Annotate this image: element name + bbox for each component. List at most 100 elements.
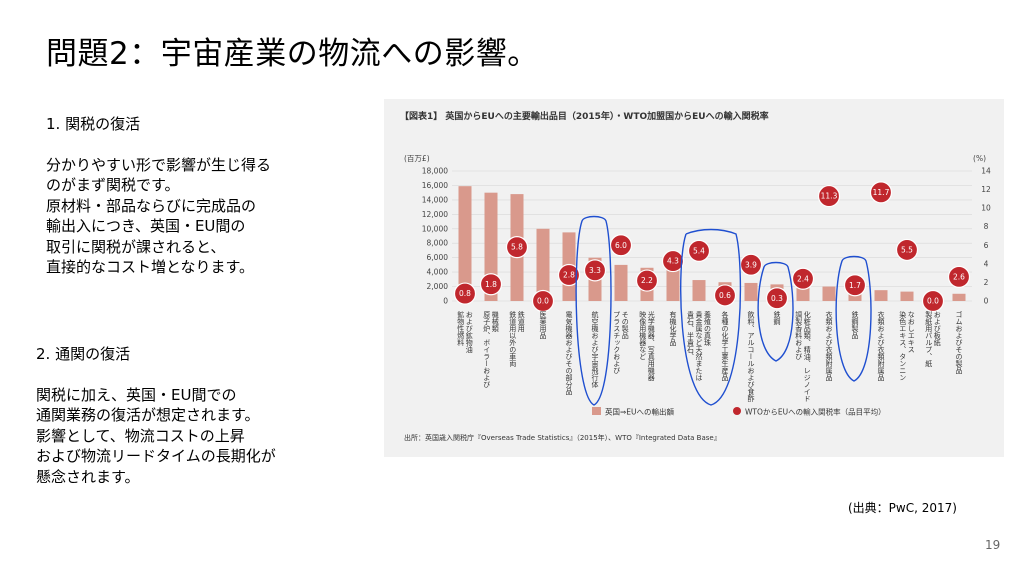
tariff-label: 2.4 xyxy=(797,274,809,283)
right-axis-unit: (%) xyxy=(973,154,986,163)
category-label: 養殖の真珠 xyxy=(704,310,712,347)
tariff-dot xyxy=(479,273,503,296)
category-label: 飲料、アルコールおよび食酢 xyxy=(747,310,755,403)
annotation-loop-steel-products xyxy=(835,255,872,382)
tariff-label: 11.7 xyxy=(873,188,890,197)
section-tariff-line: 分かりやすい形で影響が生じ得る xyxy=(46,155,272,174)
section-customs-line: 懸念されます。 xyxy=(36,467,140,486)
tariff-dot xyxy=(791,267,815,290)
tariff-label: 5.5 xyxy=(901,246,913,255)
category-label: 光学機器、写真用機器 xyxy=(647,310,655,382)
category-label: ゴムおよびその製品 xyxy=(955,310,963,375)
category-label: 貴石、半貴石、 xyxy=(687,310,695,360)
tariff-dot xyxy=(739,253,763,276)
tariff-dot xyxy=(869,181,893,204)
tariff-label: 0.0 xyxy=(927,297,939,306)
tariff-dot xyxy=(765,287,789,310)
left-tick-label: 10,000 xyxy=(422,224,448,233)
left-tick-label: 0 xyxy=(443,297,448,306)
tariff-dot xyxy=(687,239,711,262)
category-label: 電気機器およびその部分品 xyxy=(565,311,573,396)
category-label: 鉄鋼製品 xyxy=(851,310,859,340)
export-bar xyxy=(952,293,966,301)
tariff-dot xyxy=(921,289,945,313)
category-label: その製品 xyxy=(621,311,629,340)
right-tick-label: 8 xyxy=(984,222,989,231)
export-bar xyxy=(874,290,888,301)
chart-note: 出所：英国歳入関税庁『Overseas Trade Statistics』（20… xyxy=(404,433,721,442)
section-customs: 2. 通関の復活 関税に加え、英国・EU間での 通関業務の復活が想定されます。 … xyxy=(36,344,276,487)
section-tariff-line: 取引に関税が課されると、 xyxy=(46,237,226,256)
tariff-label: 3.9 xyxy=(745,260,757,269)
export-bar xyxy=(822,286,836,301)
right-tick-label: 10 xyxy=(981,204,991,213)
tariff-label: 0.0 xyxy=(537,297,549,306)
tariff-dot xyxy=(531,289,555,313)
category-label: 有機化学品 xyxy=(669,310,677,347)
tariff-dot xyxy=(453,282,477,305)
right-tick-label: 6 xyxy=(984,241,989,250)
left-tick-label: 18,000 xyxy=(422,167,448,176)
slide-title: 問題2：宇宙産業の物流への影響。 xyxy=(46,36,539,72)
right-tick-label: 12 xyxy=(981,185,991,194)
tariff-dot xyxy=(843,274,867,297)
export-bar xyxy=(692,280,706,301)
category-label: および鉱物油 xyxy=(465,311,473,354)
export-bar xyxy=(536,228,550,301)
tariff-dot xyxy=(635,269,659,292)
legend-dot-label: WTOからEUへの輸入関税率（品目平均） xyxy=(745,407,886,417)
source-citation: (出典：PwC, 2017) xyxy=(848,501,957,515)
tariff-dot xyxy=(947,265,971,288)
tariff-label: 2.6 xyxy=(953,272,965,281)
tariff-label: 11.3 xyxy=(821,192,838,201)
section-tariff-line: 直接的なコスト増となります。 xyxy=(46,258,255,276)
right-tick-label: 2 xyxy=(984,278,989,287)
tariff-label: 5.8 xyxy=(511,243,523,252)
section-tariff: 1. 関税の復活 分かりやすい形で影響が生じ得る のがまず関税です。 原材料・部… xyxy=(46,114,271,278)
category-label: なおしエキス xyxy=(907,311,915,353)
category-label: 航空機および宇宙飛行体 xyxy=(591,310,599,389)
tariff-label: 4.3 xyxy=(667,257,679,266)
left-axis-unit: (百万£) xyxy=(404,154,430,163)
section-customs-line: 関税に加え、英国・EU間での xyxy=(36,385,237,404)
page-number: 19 xyxy=(985,538,1001,552)
legend-bar-label: 英国⇒EUへの輸出額 xyxy=(605,407,675,417)
category-label: 鉄道用以外の車両 xyxy=(509,310,517,368)
category-label: 染色エキス、タンニン xyxy=(899,310,907,381)
tariff-label: 1.8 xyxy=(485,280,497,289)
tariff-dot xyxy=(557,263,581,287)
category-label: プラスチックおよび xyxy=(613,311,621,374)
category-label: 調製香料および xyxy=(795,310,803,360)
left-tick-label: 14,000 xyxy=(422,195,448,204)
export-bar xyxy=(900,291,914,301)
left-tick-label: 4,000 xyxy=(427,268,449,277)
annotation-loop-steel xyxy=(757,261,794,362)
left-tick-label: 16,000 xyxy=(422,181,448,190)
annotation-loop-gems-chemicals xyxy=(680,228,742,406)
category-label: 衣類および衣類附属品 xyxy=(877,310,885,382)
section-tariff-line: 輸出入につき、英国・EU間の xyxy=(46,217,246,235)
tariff-label: 0.8 xyxy=(459,289,471,298)
category-label: 鉱物性燃料 xyxy=(457,310,465,347)
left-tick-label: 8,000 xyxy=(427,239,449,248)
section-tariff-line: 原材料・部品ならびに完成品の xyxy=(46,196,257,215)
export-bar xyxy=(614,264,628,301)
export-bar xyxy=(744,282,758,301)
category-label: 映像用機器など xyxy=(639,310,647,360)
export-bar xyxy=(666,269,680,301)
tariff-dot xyxy=(661,249,685,273)
category-label: 衣類および衣類附属品 xyxy=(825,310,833,382)
category-label: 製紙用パルプ、紙 xyxy=(925,310,933,368)
tariff-dot xyxy=(505,236,529,259)
category-label: 鉄道用 xyxy=(517,310,525,333)
tariff-label: 1.7 xyxy=(849,281,861,290)
tariff-label: 0.6 xyxy=(719,291,731,300)
export-bar xyxy=(796,285,810,301)
legend-dot-swatch xyxy=(733,407,741,415)
tariff-label: 5.4 xyxy=(693,246,705,255)
tariff-dot xyxy=(895,238,919,262)
tariff-dot xyxy=(609,234,633,257)
export-bar xyxy=(458,186,472,301)
section-customs-line: および物流リードタイムの長期化が xyxy=(36,447,276,465)
tariff-label: 2.8 xyxy=(563,271,575,280)
